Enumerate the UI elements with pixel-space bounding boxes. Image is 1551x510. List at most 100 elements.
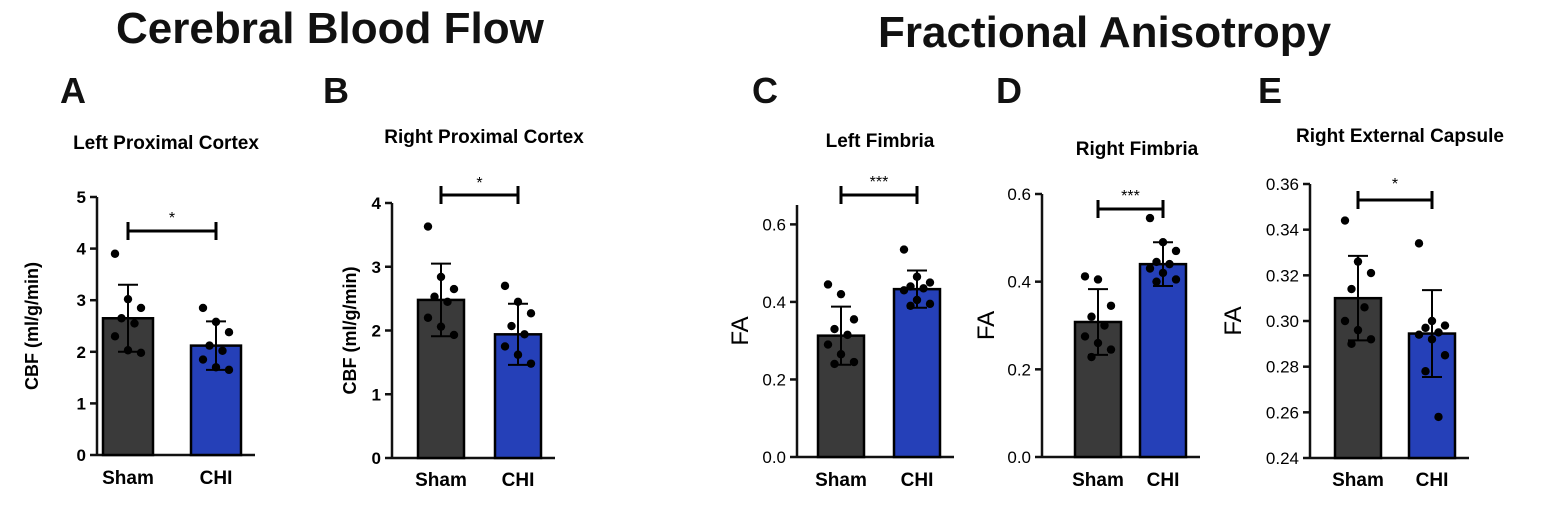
data-point: [211, 363, 221, 372]
data-point: [117, 314, 126, 323]
y-axis-label: CBF (ml/g/min): [340, 267, 360, 395]
data-point: [1414, 330, 1424, 339]
data-point: [423, 222, 433, 231]
data-point: [1340, 316, 1350, 326]
data-point: [500, 342, 510, 351]
data-point: [925, 278, 935, 287]
data-point: [1171, 246, 1181, 256]
y-tick-label: 0.2: [762, 370, 786, 389]
x-tick-label: Sham: [815, 470, 867, 491]
data-point: [218, 346, 227, 355]
panel-letter-a: A: [60, 70, 86, 111]
data-point: [1152, 257, 1161, 267]
panel-letter-b: B: [323, 70, 349, 111]
data-point: [823, 280, 833, 289]
data-point: [906, 301, 915, 310]
panel-letter-c: C: [752, 70, 778, 111]
data-point: [198, 355, 208, 364]
y-axis-label: FA: [1220, 306, 1247, 335]
data-point: [912, 272, 922, 281]
data-point: [836, 350, 846, 359]
data-point: [430, 292, 439, 301]
data-point: [1145, 264, 1155, 273]
data-point: [136, 303, 146, 313]
data-point: [899, 245, 909, 254]
chart-title: Right Proximal Cortex: [384, 127, 584, 148]
data-point: [224, 327, 234, 337]
data-point: [443, 297, 452, 307]
data-point: [1366, 335, 1376, 344]
data-point: [1080, 332, 1090, 341]
data-point: [211, 317, 221, 327]
data-point: [1414, 239, 1424, 248]
data-point: [1080, 272, 1090, 281]
x-tick-label: Sham: [415, 470, 467, 491]
data-point: [526, 309, 536, 318]
y-tick-label: 0: [77, 446, 86, 465]
data-point: [1353, 325, 1363, 335]
cbf-group-title: Cerebral Blood Flow: [116, 4, 544, 53]
data-point: [1427, 335, 1437, 344]
bar-chi: [892, 287, 942, 459]
y-axis-label: FA: [973, 311, 1000, 340]
chart-a: Left Proximal Cortex 0 1 2 3 4 5 CBF (ml/g/min)…: [22, 133, 259, 489]
data-point: [110, 332, 120, 341]
data-point: [1158, 268, 1168, 278]
y-tick-label: 1: [372, 385, 381, 404]
fa-group-title: Fractional Anisotropy: [878, 8, 1332, 57]
data-point: [513, 350, 523, 359]
data-point: [1152, 277, 1161, 286]
x-tick-label: CHI: [901, 470, 934, 491]
y-tick-label: 0.4: [762, 293, 786, 312]
data-point: [436, 272, 446, 282]
data-point: [1360, 303, 1369, 312]
data-point: [912, 295, 922, 305]
data-point: [423, 313, 433, 322]
data-point: [136, 348, 146, 358]
data-point: [1347, 339, 1356, 349]
data-point: [1340, 216, 1350, 225]
data-point: [1100, 321, 1109, 330]
panel-letter-d: D: [996, 70, 1022, 111]
significance-label: ***: [870, 174, 889, 191]
data-point: [1093, 275, 1103, 284]
y-axis-label: FA: [727, 316, 754, 345]
chart-c: Left Fimbria 0.0 0.2 0.4 0.6 FA Sham CHI ***: [727, 131, 954, 491]
data-point: [500, 281, 510, 291]
y-tick-label: 1: [77, 394, 86, 413]
data-point: [1165, 259, 1174, 269]
x-tick-label: Sham: [1072, 470, 1124, 491]
chart-title: Left Proximal Cortex: [73, 133, 259, 154]
data-point: [1434, 328, 1443, 337]
significance-label: *: [1392, 176, 1398, 193]
chart-title: Right External Capsule: [1296, 126, 1504, 147]
y-tick-label: 0.28: [1266, 358, 1299, 377]
chart-title: Right Fimbria: [1076, 139, 1199, 160]
x-tick-label: CHI: [1147, 470, 1180, 491]
data-point: [906, 282, 915, 291]
data-point: [1171, 275, 1181, 284]
y-axis-label: CBF (ml/g/min): [22, 262, 42, 390]
data-point: [919, 284, 928, 293]
chart-e: Right External Capsule 0.24 0.26 0.28 0.30 0.…: [1220, 126, 1504, 491]
significance-label: ***: [1121, 188, 1140, 205]
data-point: [224, 365, 234, 375]
panel-letter-e: E: [1258, 70, 1283, 111]
data-point: [836, 289, 846, 299]
significance-label: *: [476, 175, 482, 192]
data-point: [123, 346, 133, 355]
data-point: [130, 319, 139, 328]
data-point: [1158, 238, 1168, 247]
data-point: [925, 299, 935, 309]
y-tick-label: 0.34: [1266, 221, 1299, 240]
y-tick-label: 0.6: [1007, 185, 1031, 204]
chart-b: Right Proximal Cortex 0 1 2 3 4 CBF (ml/g/min)…: [340, 127, 584, 491]
data-point: [1106, 345, 1116, 354]
y-tick-label: 0.26: [1266, 403, 1299, 422]
data-point: [1421, 367, 1430, 376]
data-point: [1347, 284, 1356, 294]
data-point: [1087, 312, 1096, 321]
y-tick-label: 0.0: [1007, 448, 1031, 467]
data-point: [520, 330, 529, 339]
